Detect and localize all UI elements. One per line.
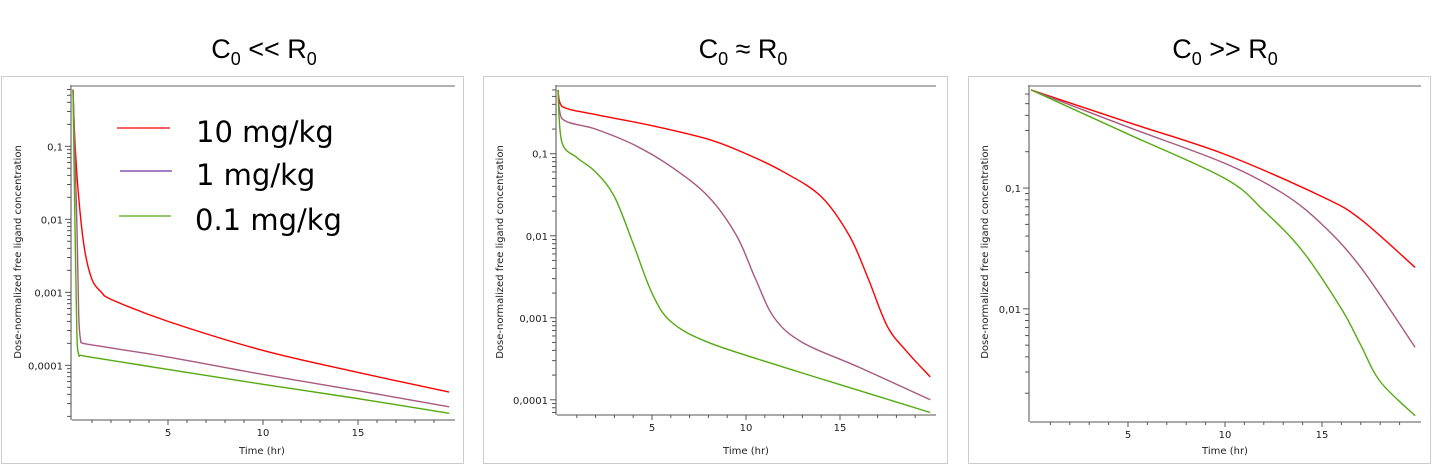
axes: 5 10 15 0,1 0,01 0,001 0,0001 [513,85,936,434]
y-tick-label: 0,1 [1005,184,1021,195]
x-tick-label: 5 [165,428,171,439]
x-tick-label: 10 [1219,430,1232,441]
y-tick-label: 0,1 [532,150,548,161]
axes: 5 10 15 0,1 0,01 0,001 0,0001 [28,85,455,439]
x-tick-label: 15 [352,428,365,439]
x-tick-label: 10 [257,428,270,439]
y-tick-label: 0,01 [41,215,63,226]
panel-title: C0 ≈ R0 [699,34,788,69]
series-line-10mgkg [1030,89,1416,268]
x-tick-label: 5 [1125,430,1131,441]
panel-title: C0 << R0 [211,34,317,69]
y-axis-label: Dose-normalized free ligand concentratio… [13,145,24,359]
x-tick-label: 10 [740,423,753,434]
legend-label-10mgkg: 10 mg/kg [196,115,334,149]
y-tick-label: 0,01 [526,232,548,243]
panel-frame [1,76,464,464]
series-line-1mgkg [557,89,931,401]
series-line-10mgkg [72,89,450,393]
panel-3: C0 >> R0 Time (hr) Dose-normalized free … [968,34,1431,464]
y-axis-label: Dose-normalized free ligand concentratio… [980,145,991,359]
panel-2: C0 ≈ R0 Time (hr) Dose-normalized free l… [483,34,948,464]
x-axis-label: Time (hr) [722,446,769,457]
x-tick-label: 5 [649,423,655,434]
y-tick-label: 0,01 [999,305,1021,316]
panel-title: C0 >> R0 [1172,34,1278,69]
series-line-0.1mgkg [72,89,450,415]
x-axis-label: Time (hr) [1201,446,1248,457]
x-tick-label: 15 [1316,430,1329,441]
panel-frame [968,76,1431,464]
series-line-0.1mgkg [557,89,931,414]
panel-frame [483,76,948,464]
series-line-10mgkg [557,89,931,378]
y-axis-label: Dose-normalized free ligand concentratio… [495,145,506,359]
series-line-1mgkg [1030,89,1416,348]
y-tick-label: 0,0001 [28,361,63,372]
y-tick-label: 0,001 [519,314,548,325]
x-axis-label: Time (hr) [238,446,285,457]
panel-1: C0 << R0 Time (hr) Dose-normalized free … [1,34,464,464]
series-line-0.1mgkg [1030,89,1416,417]
series-line-1mgkg [72,89,450,408]
legend-label-1mgkg: 1 mg/kg [196,158,315,192]
axes: 5 10 15 0,1 0,01 [999,85,1421,441]
y-tick-label: 0,001 [34,288,63,299]
y-tick-label: 0,1 [47,142,63,153]
x-tick-label: 15 [834,423,847,434]
legend: 10 mg/kg 1 mg/kg 0.1 mg/kg [117,115,342,237]
legend-label-0.1mgkg: 0.1 mg/kg [195,203,342,237]
y-tick-label: 0,0001 [513,396,548,407]
